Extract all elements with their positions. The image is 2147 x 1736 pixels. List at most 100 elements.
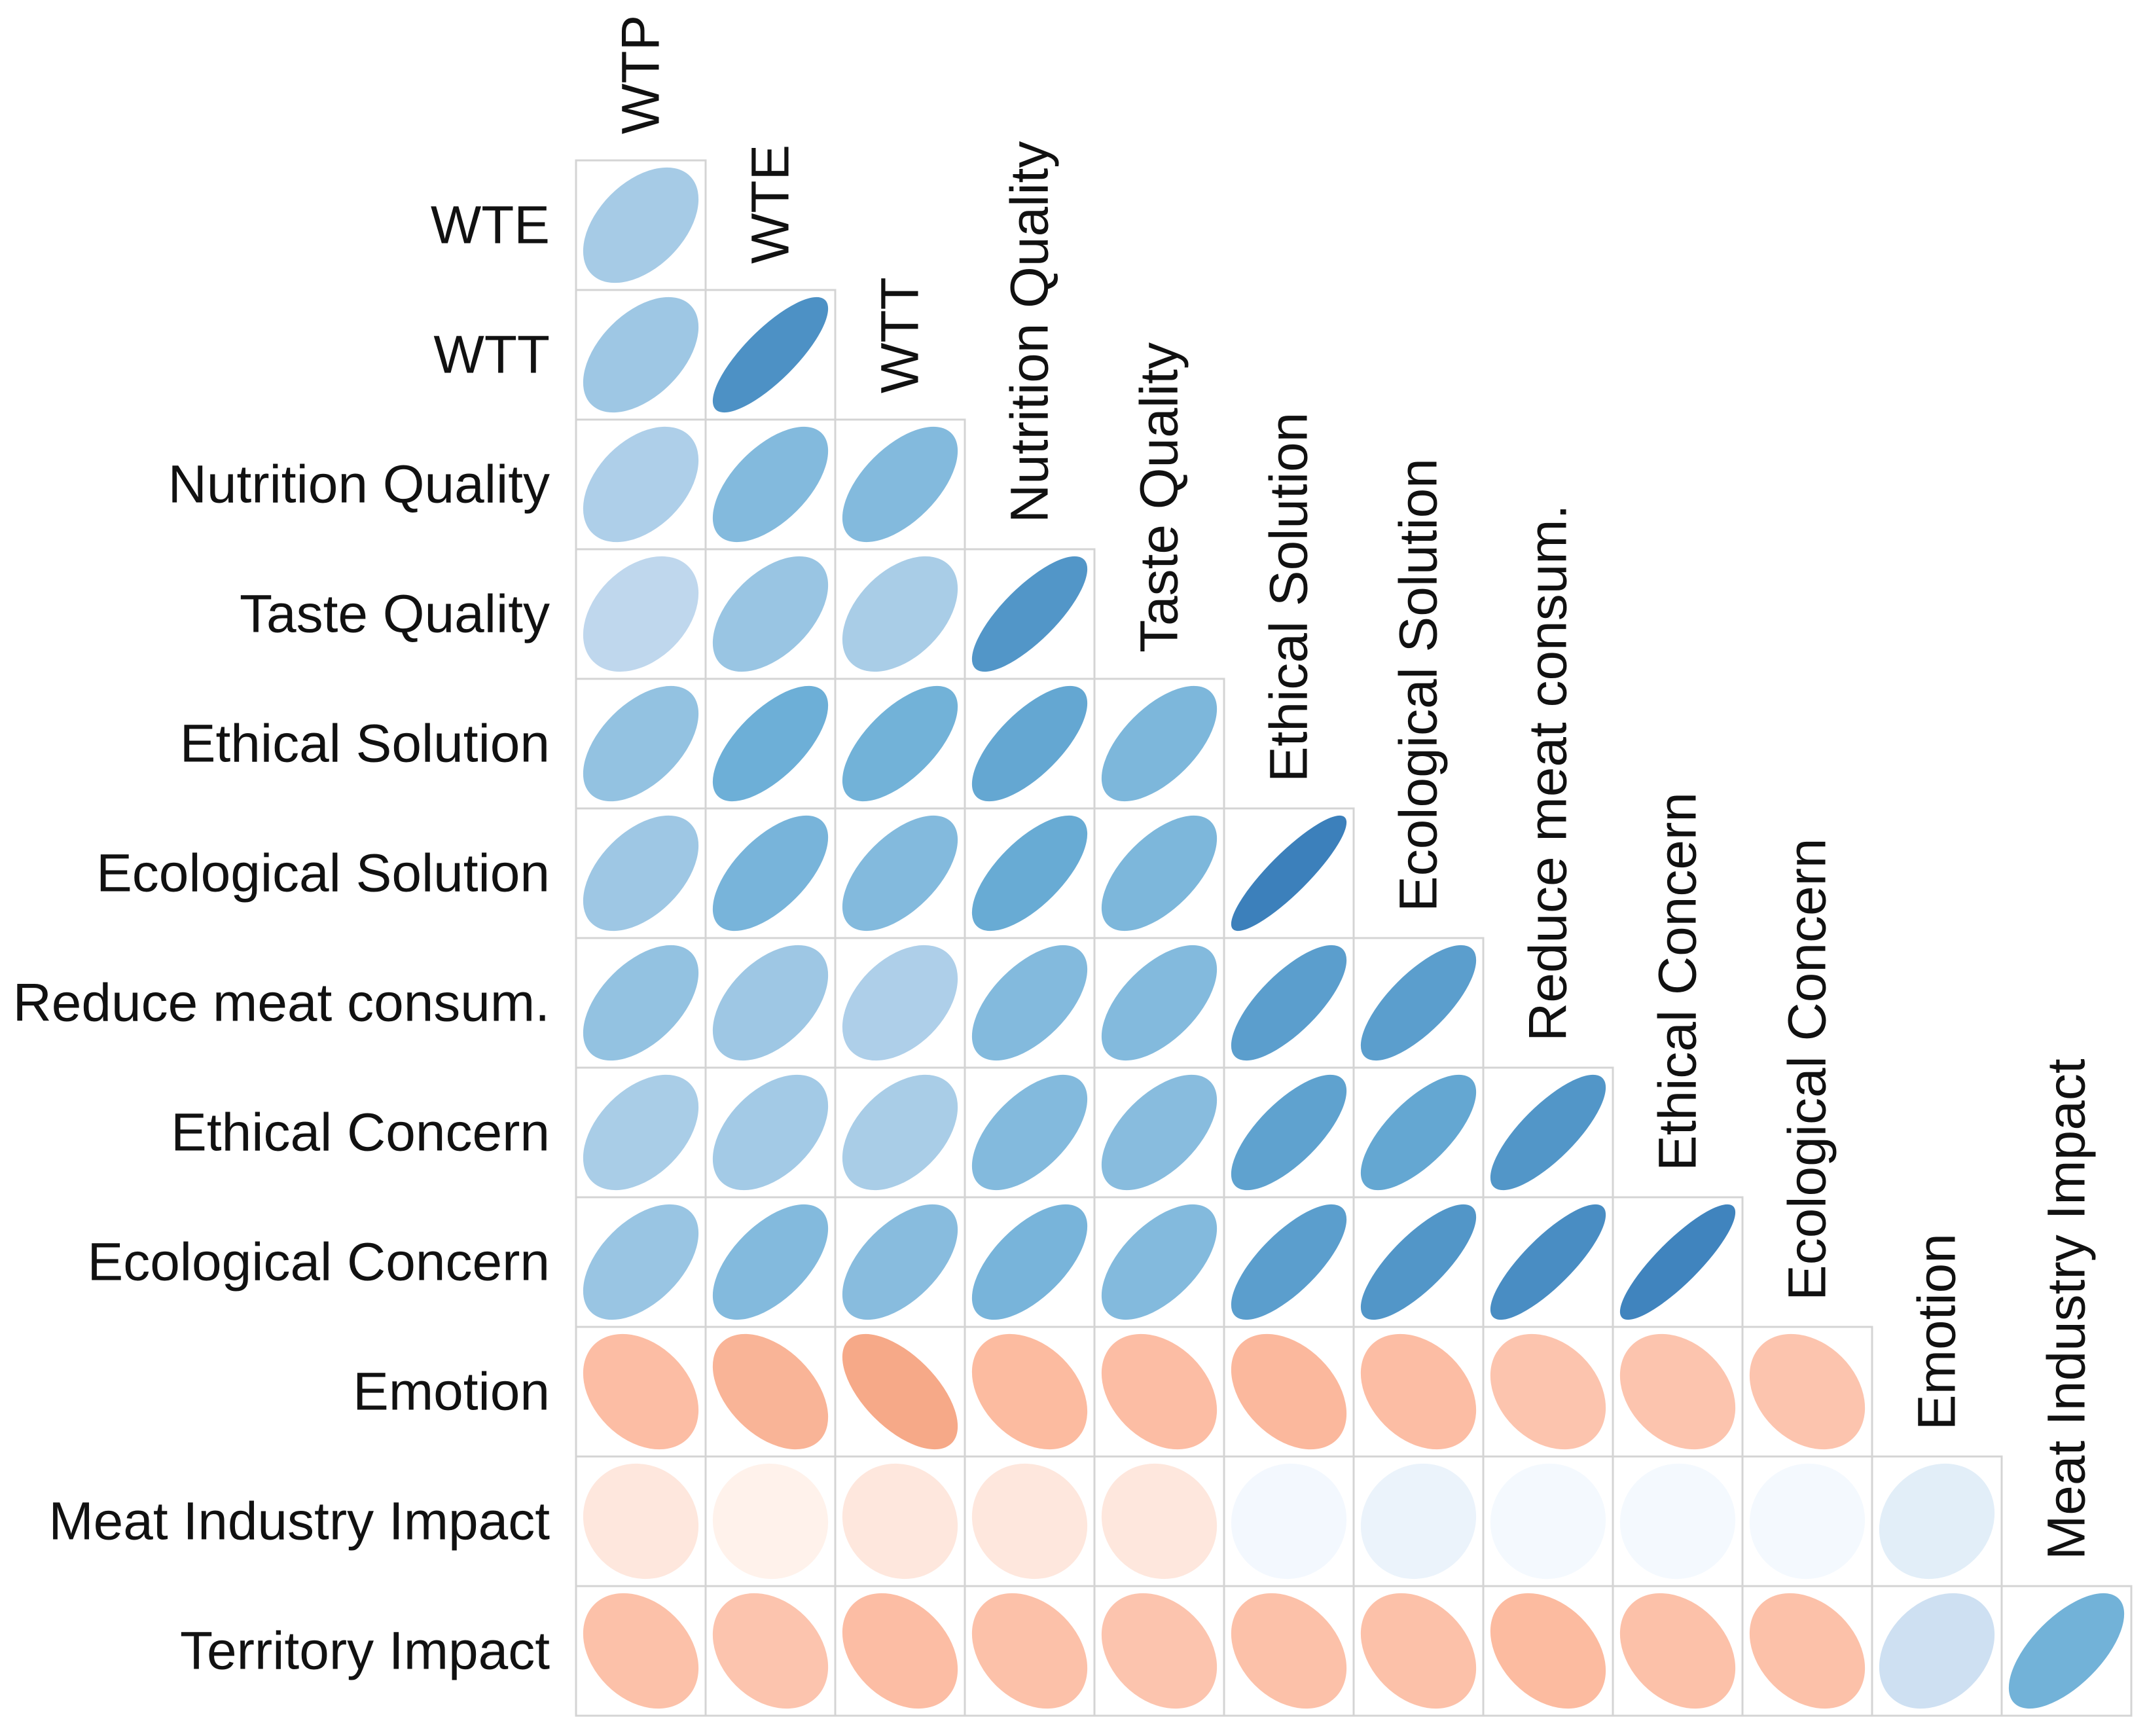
cell-ethical-solution-wtt [834,678,966,810]
correlation-ellipse [583,1074,699,1191]
correlation-ellipse [1619,1333,1736,1450]
correlation-ellipse [1490,1074,1606,1191]
cell-meat-industry-impact-ethical-concern [1612,1455,1744,1587]
cell-emotion-wtp [575,1326,707,1458]
correlation-cells [575,159,2133,1717]
correlation-ellipse [712,685,829,802]
correlation-ellipse [712,426,829,543]
correlation-ellipse [1490,1333,1606,1450]
cell-territory-impact-ecological-concern [1741,1585,1873,1717]
column-label-reduce-meat-consum: Reduce meat consum. [1519,505,1578,1041]
column-label-taste-quality: Taste Quality [1130,342,1189,653]
correlation-ellipse [712,815,829,931]
cell-ecological-concern-ecological-solution [1352,1196,1485,1328]
cell-taste-quality-wte [704,548,837,680]
cell-territory-impact-nutrition-quality [964,1585,1096,1717]
cell-ethical-concern-taste-quality [1093,1066,1225,1199]
cell-emotion-ecological-concern [1741,1326,1873,1458]
correlation-ellipse [712,1463,829,1580]
cell-territory-impact-meat-industry-impact [2000,1585,2133,1717]
correlation-ellipse [1879,1463,1995,1580]
correlation-ellipse [971,945,1088,1061]
correlation-ellipse [712,945,829,1061]
correlation-ellipse [1360,1593,1477,1709]
correlation-ellipse [583,1333,699,1450]
correlation-ellipse [712,1074,829,1191]
row-label-territory-impact: Territory Impact [180,1621,550,1681]
cell-territory-impact-wtp [575,1585,707,1717]
correlation-ellipse [842,1593,958,1709]
correlation-ellipse [1101,1074,1218,1191]
cell-wte-wtp [575,159,707,291]
correlation-ellipse [1490,1204,1606,1320]
cell-meat-industry-impact-ecological-concern [1741,1455,1873,1587]
correlation-ellipse [842,685,958,802]
correlation-ellipse [1101,1333,1218,1450]
correlation-ellipse [2008,1593,2125,1709]
cell-ethical-concern-ethical-solution [1223,1066,1355,1199]
cell-emotion-reduce-meat-consum [1482,1326,1614,1458]
correlation-ellipse [1619,1204,1736,1320]
cell-territory-impact-ecological-solution [1352,1585,1485,1717]
cell-meat-industry-impact-wtp [575,1455,707,1587]
row-label-reduce-meat-consum: Reduce meat consum. [13,973,550,1033]
correlation-ellipse [583,297,699,413]
row-label-ethical-concern: Ethical Concern [171,1103,550,1163]
cell-reduce-meat-consum-wtp [575,937,707,1069]
cell-meat-industry-impact-nutrition-quality [964,1455,1096,1587]
cell-ecological-solution-wte [704,807,837,939]
cell-ethical-solution-nutrition-quality [964,678,1096,810]
correlation-ellipse [712,1204,829,1320]
correlation-ellipse [1749,1333,1866,1450]
cell-ecological-concern-reduce-meat-consum [1482,1196,1614,1328]
cell-meat-industry-impact-ethical-solution [1223,1455,1355,1587]
row-label-ecological-solution: Ecological Solution [96,844,550,903]
column-label-ecological-concern: Ecological Concern [1778,839,1837,1301]
cell-ethical-concern-nutrition-quality [964,1066,1096,1199]
row-label-ethical-solution: Ethical Solution [180,714,550,774]
cell-territory-impact-wtt [834,1585,966,1717]
correlation-ellipse [583,945,699,1061]
cell-territory-impact-ethical-concern [1612,1585,1744,1717]
correlation-ellipse [712,556,829,672]
correlation-ellipse [971,1333,1088,1450]
correlation-ellipse [1101,685,1218,802]
correlation-ellipse [712,297,829,413]
cell-reduce-meat-consum-wte [704,937,837,1069]
cell-reduce-meat-consum-wtt [834,937,966,1069]
cell-ecological-concern-ethical-solution [1223,1196,1355,1328]
cell-ethical-concern-reduce-meat-consum [1482,1066,1614,1199]
cell-nutrition-quality-wtt [834,418,966,551]
correlation-ellipse [971,1074,1088,1191]
correlation-ellipse [971,685,1088,802]
column-label-meat-industry-impact: Meat Industry Impact [2037,1058,2097,1560]
cell-ecological-solution-wtp [575,807,707,939]
correlation-ellipse [971,815,1088,931]
correlation-ellipse [971,1204,1088,1320]
column-label-wtt: WTT [871,277,930,393]
correlation-ellipse [1619,1593,1736,1709]
cell-territory-impact-reduce-meat-consum [1482,1585,1614,1717]
cell-ecological-concern-wtp [575,1196,707,1328]
cell-territory-impact-taste-quality [1093,1585,1225,1717]
correlation-ellipse [1231,1593,1347,1709]
cell-territory-impact-wte [704,1585,837,1717]
correlation-ellipse [1101,815,1218,931]
cell-meat-industry-impact-reduce-meat-consum [1482,1455,1614,1587]
cell-ecological-concern-wte [704,1196,837,1328]
correlation-ellipse [1879,1593,1995,1709]
correlation-ellipse [1360,1333,1477,1450]
cell-ethical-solution-taste-quality [1093,678,1225,810]
cell-emotion-nutrition-quality [964,1326,1096,1458]
correlation-ellipse [1619,1463,1736,1580]
correlation-ellipse [971,1463,1088,1580]
correlation-ellipse [583,167,699,283]
cell-meat-industry-impact-wte [704,1455,837,1587]
correlation-ellipse [842,556,958,672]
cell-taste-quality-wtp [575,548,707,680]
correlation-ellipse [1360,1204,1477,1320]
correlation-ellipse [1101,1593,1218,1709]
correlation-ellipse [1490,1593,1606,1709]
correlation-ellipse [583,1204,699,1320]
